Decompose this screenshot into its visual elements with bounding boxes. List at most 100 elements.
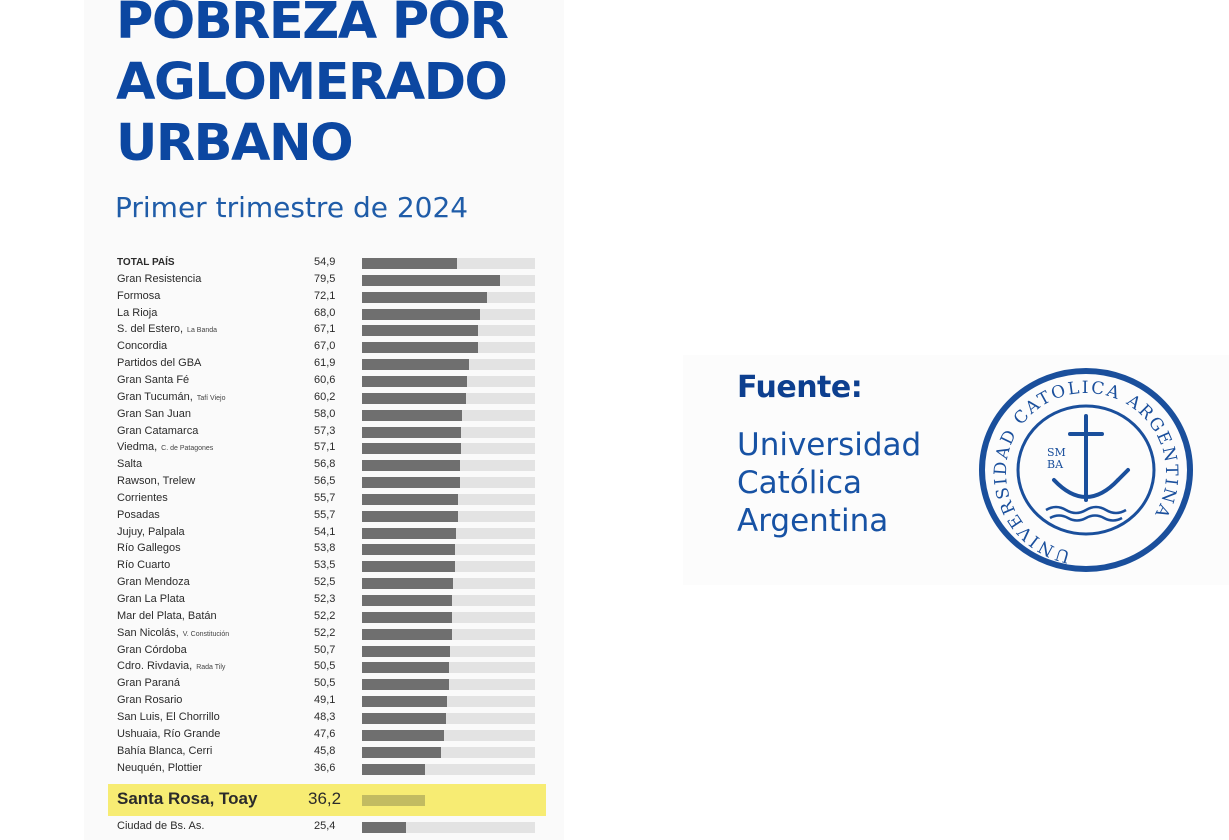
university-seal-logo: UNIVERSIDAD CATOLICA ARGENTINA SM BA — [979, 368, 1193, 572]
row-label: Viedma, C. de Patagones — [117, 441, 214, 454]
row-value: 72,1 — [314, 289, 336, 302]
row-value: 52,2 — [314, 626, 336, 639]
row-value: 53,5 — [314, 559, 336, 572]
bar-mark — [362, 359, 470, 371]
institution-line-1: Universidad — [737, 427, 922, 463]
row-value: 54,1 — [314, 525, 336, 538]
row-value: 36,2 — [308, 789, 342, 808]
row-value: 56,8 — [314, 458, 336, 471]
row-value: 52,3 — [314, 593, 336, 605]
row-label: La Rioja — [117, 306, 158, 319]
row-label: Gran Mendoza — [117, 576, 190, 589]
bar-mark — [362, 611, 453, 623]
row-value: 48,3 — [314, 710, 336, 723]
row-label: Gran Tucumán, Tafí Viejo — [117, 390, 226, 403]
bar-mark — [362, 729, 445, 741]
row-value: 49,1 — [314, 694, 336, 707]
bar-mark — [362, 822, 406, 833]
bar-mark — [362, 662, 450, 674]
row-label: San Luis, El Chorrillo — [117, 710, 220, 723]
row-value: 67,1 — [314, 323, 336, 336]
bar-mark — [362, 544, 456, 556]
institution-line-2: Católica — [737, 465, 863, 501]
row-value: 67,0 — [314, 340, 336, 353]
row-value: 50,7 — [314, 643, 336, 656]
row-label: Jujuy, Palpala — [117, 525, 185, 538]
row-sublabel: C. de Patagones — [161, 445, 214, 453]
row-value: 58,0 — [314, 407, 336, 420]
row-label: Neuquén, Plottier — [117, 761, 202, 774]
row-value: 52,2 — [314, 609, 336, 622]
row-label: Gran Santa Fé — [117, 373, 190, 386]
bar-mark — [362, 392, 467, 404]
bar-mark — [362, 696, 447, 708]
row-label: Rawson, Trelew — [117, 475, 196, 488]
bar-mark — [362, 409, 463, 421]
row-label: Gran Catamarca — [117, 424, 199, 437]
row-label: Gran Rosario — [117, 694, 183, 707]
bar-mark — [362, 291, 487, 303]
row-value: 55,7 — [314, 508, 336, 521]
bar-mark — [362, 763, 426, 775]
bar-mark — [362, 460, 461, 472]
chart-subtitle: Primer trimestre de 2024 — [115, 191, 469, 224]
bar-mark — [362, 325, 479, 337]
waves-icon — [1045, 505, 1127, 522]
bar-track — [362, 712, 535, 724]
row-label: Formosa — [117, 289, 161, 302]
row-sublabel: La Banda — [187, 327, 218, 335]
bar-mark — [362, 561, 455, 573]
row-value: 50,5 — [314, 677, 336, 690]
bar-mark — [362, 274, 500, 286]
row-label: Gran Paraná — [117, 677, 180, 690]
row-label: Ushuaia, Río Grande — [117, 727, 221, 740]
chart-title-line-2: AGLOMERADO — [116, 53, 508, 112]
highlight-band — [108, 784, 546, 816]
bar-mark — [362, 527, 456, 539]
row-label: Posadas — [117, 508, 160, 521]
bar-mark — [362, 308, 480, 320]
row-label: Corrientes — [117, 491, 168, 504]
bar-track — [362, 763, 535, 775]
row-value: 52,5 — [314, 576, 336, 589]
row-value: 55,7 — [314, 491, 336, 504]
bar-mark — [362, 493, 459, 505]
row-value: 79,5 — [314, 272, 336, 285]
row-label: Cdro. Rivdavia, Rada Tily — [117, 660, 226, 673]
row-value: 50,5 — [314, 660, 336, 673]
row-label: San Nicolás, V. Constitución — [117, 626, 230, 639]
row-label: Concordia — [117, 340, 168, 353]
bar-mark — [362, 746, 442, 758]
bar-mark — [362, 645, 450, 657]
row-label: Gran Resistencia — [117, 272, 202, 285]
row-sublabel: Tafí Viejo — [196, 394, 226, 402]
row-value: 54,9 — [314, 256, 336, 268]
row-label: Gran La Plata — [117, 593, 185, 605]
row-sublabel: Rada Tily — [196, 664, 226, 672]
bar-mark — [362, 443, 461, 455]
bar-mark — [362, 795, 425, 806]
row-label: TOTAL PAÍS — [117, 257, 175, 268]
row-label: Gran San Juan — [117, 407, 191, 420]
bar-mark — [362, 679, 450, 691]
seal-monogram-top: SM — [1047, 446, 1066, 459]
row-value: 56,5 — [314, 475, 336, 488]
row-value: 60,2 — [314, 390, 336, 403]
row-label: Partidos del GBA — [117, 357, 202, 370]
bar-mark — [362, 426, 462, 438]
row-label: Bahía Blanca, Cerri — [117, 744, 213, 757]
institution-line-3: Argentina — [737, 503, 889, 539]
row-value: 45,8 — [314, 744, 336, 757]
bar-mark — [362, 595, 453, 606]
bar-mark — [362, 510, 459, 522]
row-value: 68,0 — [314, 306, 336, 319]
row-label: Río Gallegos — [117, 542, 181, 555]
row-label: Mar del Plata, Batán — [117, 609, 217, 622]
chart-title-line-1: POBREZA POR — [116, 0, 509, 51]
row-label: Gran Córdoba — [117, 643, 187, 656]
row-label: Santa Rosa, Toay — [117, 789, 258, 808]
bar-track — [362, 696, 535, 708]
bar-mark — [362, 578, 453, 590]
bar-mark — [362, 628, 453, 640]
